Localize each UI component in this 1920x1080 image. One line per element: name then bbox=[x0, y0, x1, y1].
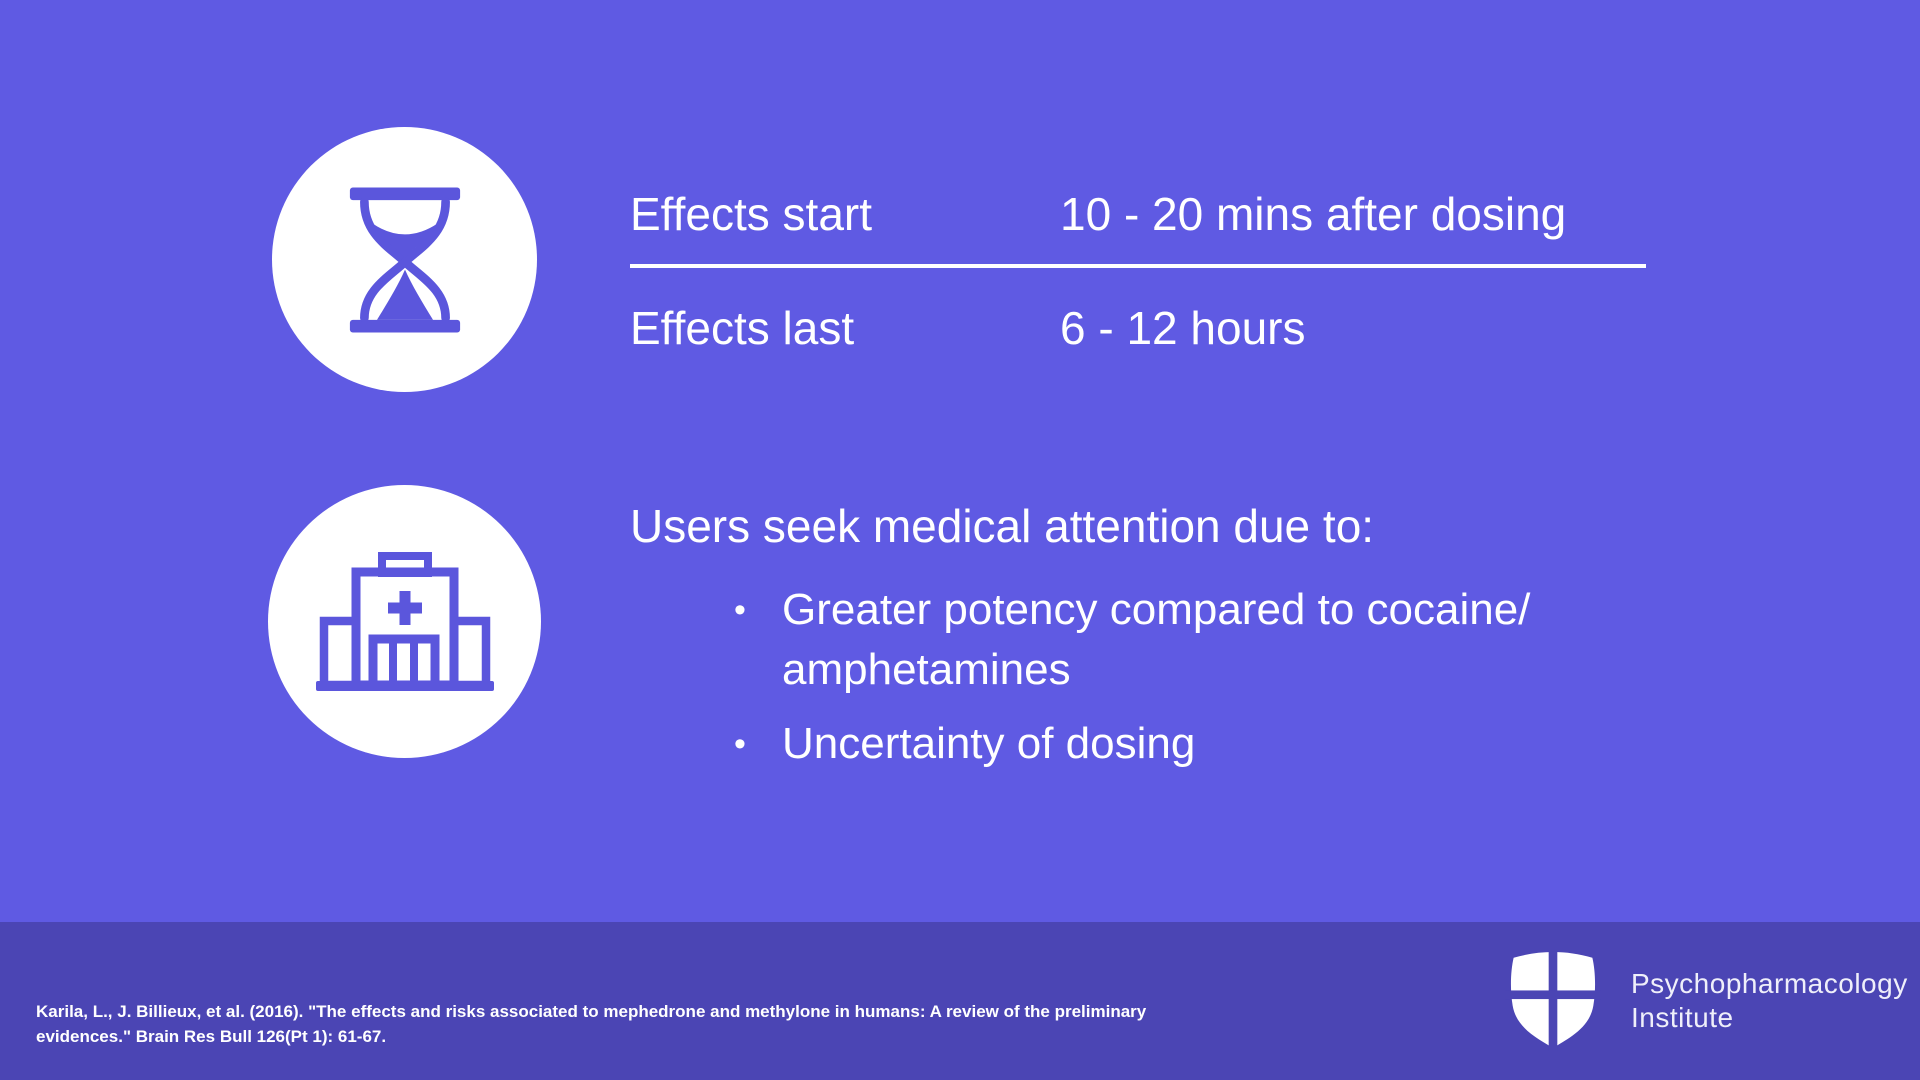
bullet-text-potency: Greater potency compared to cocaine/ amp… bbox=[782, 585, 1531, 694]
shield-logo-icon bbox=[1505, 951, 1601, 1051]
bullet-item-potency: • Greater potency compared to cocaine/ a… bbox=[630, 580, 1830, 700]
bullet-marker: • bbox=[734, 591, 746, 629]
effects-start-label: Effects start bbox=[630, 188, 873, 240]
footer-bar: Karila, L., J. Billieux, et al. (2016). … bbox=[0, 922, 1920, 1080]
bullet-item-dosing: • Uncertainty of dosing bbox=[630, 714, 1830, 774]
effects-last-value: 6 - 12 hours bbox=[1060, 302, 1306, 354]
hospital-icon-circle bbox=[268, 485, 541, 758]
institute-logo: Psychopharmacology Institute bbox=[1505, 948, 1908, 1054]
medical-attention-heading: Users seek medical attention due to: bbox=[630, 500, 1375, 552]
effects-start-value: 10 - 20 mins after dosing bbox=[1060, 188, 1567, 240]
timing-table: Effects start 10 - 20 mins after dosing … bbox=[630, 186, 1650, 356]
timing-row-effects-last: Effects last 6 - 12 hours bbox=[630, 300, 1650, 356]
logo-text-line1: Psychopharmacology bbox=[1631, 968, 1908, 999]
divider-line bbox=[630, 264, 1646, 268]
hourglass-icon-circle bbox=[272, 127, 537, 392]
bullet-marker: • bbox=[734, 725, 746, 763]
medical-attention-section: Users seek medical attention due to: • G… bbox=[630, 498, 1830, 774]
timing-row-effects-start: Effects start 10 - 20 mins after dosing bbox=[630, 186, 1650, 242]
citation-text: Karila, L., J. Billieux, et al. (2016). … bbox=[36, 1002, 1147, 1046]
bullet-text-dosing: Uncertainty of dosing bbox=[782, 719, 1196, 768]
logo-text-line2: Institute bbox=[1631, 1002, 1734, 1033]
hourglass-icon bbox=[349, 187, 460, 332]
hospital-icon bbox=[315, 551, 494, 691]
logo-text: Psychopharmacology Institute bbox=[1631, 967, 1908, 1035]
effects-last-label: Effects last bbox=[630, 302, 855, 354]
bullet-list: • Greater potency compared to cocaine/ a… bbox=[630, 580, 1830, 774]
